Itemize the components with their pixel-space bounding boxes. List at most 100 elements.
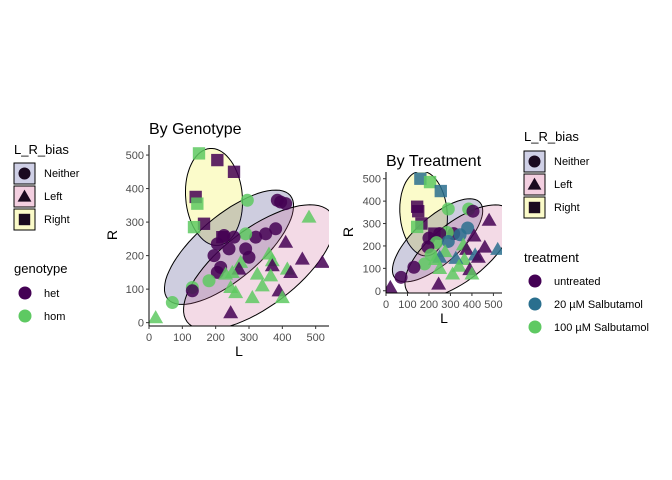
legend-label: het (44, 288, 59, 300)
data-point (427, 251, 443, 265)
data-point (459, 241, 475, 255)
legend-marker-neither (528, 155, 541, 168)
data-point (242, 250, 256, 264)
data-point (470, 249, 486, 263)
data-point (412, 205, 425, 218)
data-point (283, 264, 299, 278)
legend-title: treatment (524, 250, 579, 265)
y-tick-label: 500 (363, 174, 381, 186)
legend-bias-left: L_R_bias Neither Left Right (13, 142, 80, 231)
y-tick-label: 300 (126, 217, 144, 229)
legend-label: Neither (44, 168, 80, 180)
data-point (464, 266, 480, 280)
data-point (217, 229, 231, 242)
legend-swatch-100-m-salbutamol (528, 320, 542, 334)
data-point (481, 212, 497, 226)
x-tick-label: 400 (463, 299, 481, 311)
data-point (461, 221, 475, 235)
data-point (441, 202, 455, 216)
data-point (466, 228, 482, 242)
data-point (274, 195, 288, 209)
legend-marker-left (17, 189, 32, 202)
y-tick-label: 500 (126, 150, 144, 162)
legend-marker-right (18, 213, 31, 226)
data-point (185, 284, 199, 298)
legend-treatment: treatment untreated 20 µM Salbutamol 100 µ… (524, 250, 649, 334)
data-point (431, 276, 447, 290)
legend-title: genotype (14, 261, 68, 276)
legend-bias-right: L_R_bias Neither Left Right (523, 129, 590, 219)
legend-label: Right (44, 214, 70, 226)
panel-by-genotype: By Genotype 0 100 200 300 400 500 0 100 200 300 40… (104, 121, 329, 359)
y-tick-label: 200 (126, 251, 144, 263)
data-point (218, 266, 234, 280)
plot-title: By Genotype (149, 121, 242, 138)
y-tick-label: 300 (363, 219, 381, 231)
y-tick-label: 400 (363, 196, 381, 208)
data-point (223, 305, 239, 319)
legend-label: 100 µM Salbutamol (554, 322, 649, 334)
data-point (432, 260, 448, 274)
data-point (149, 310, 164, 324)
data-point (263, 268, 279, 282)
data-point (259, 227, 273, 241)
y-tick-label: 200 (363, 241, 381, 253)
y-tick-label: 0 (375, 286, 381, 298)
x-tick-label: 100 (173, 332, 191, 344)
x-tick-label: 300 (240, 332, 258, 344)
data-point (274, 290, 290, 304)
y-tick-label: 100 (126, 284, 144, 296)
x-tick-label: 500 (484, 299, 502, 311)
data-point (197, 217, 211, 230)
x-tick-label: 400 (273, 332, 291, 344)
data-point (233, 254, 249, 268)
data-point (249, 266, 265, 280)
x-tick-label: 0 (146, 332, 152, 344)
data-point (244, 290, 260, 304)
data-point (441, 234, 455, 248)
data-point (394, 270, 408, 284)
legend-marker-left (527, 177, 542, 190)
legend-label: hom (44, 311, 65, 323)
x-tick-label: 0 (383, 299, 389, 311)
legend-title: L_R_bias (524, 129, 579, 144)
x-tick-label: 200 (206, 332, 224, 344)
data-point (423, 175, 437, 189)
data-point (451, 258, 467, 272)
data-point (228, 285, 244, 299)
legend-title: L_R_bias (14, 142, 69, 157)
ellipse-left (183, 204, 329, 326)
data-point (418, 257, 432, 271)
data-point (249, 230, 263, 244)
data-point (386, 279, 398, 293)
x-tick-label: 200 (420, 299, 438, 311)
data-point (314, 254, 329, 268)
data-point (264, 258, 280, 272)
data-point (477, 239, 493, 253)
x-tick-label: 100 (398, 299, 416, 311)
x-tick-label: 300 (441, 299, 459, 311)
legend-label: Left (44, 191, 62, 203)
x-axis-title: L (235, 343, 243, 359)
legend-swatch-hom (18, 309, 32, 323)
legend-genotype: genotype het hom (14, 261, 68, 323)
legend-swatch-20-m-salbutamol (528, 297, 542, 311)
data-point (445, 266, 461, 280)
y-axis-title: R (104, 230, 120, 240)
y-tick-label: 0 (138, 318, 144, 330)
data-point (192, 147, 206, 160)
data-point (254, 278, 270, 292)
data-point (410, 220, 424, 234)
data-point (466, 204, 480, 218)
legend-label: 20 µM Salbutamol (554, 299, 643, 311)
legend-marker-neither (18, 167, 31, 180)
data-point (269, 222, 283, 236)
data-point (240, 193, 254, 207)
data-point (191, 197, 204, 210)
data-point (407, 260, 421, 274)
legend-swatch-untreated (528, 274, 542, 288)
y-tick-label: 400 (126, 184, 144, 196)
y-tick-label: 100 (363, 263, 381, 275)
data-point (227, 165, 241, 178)
